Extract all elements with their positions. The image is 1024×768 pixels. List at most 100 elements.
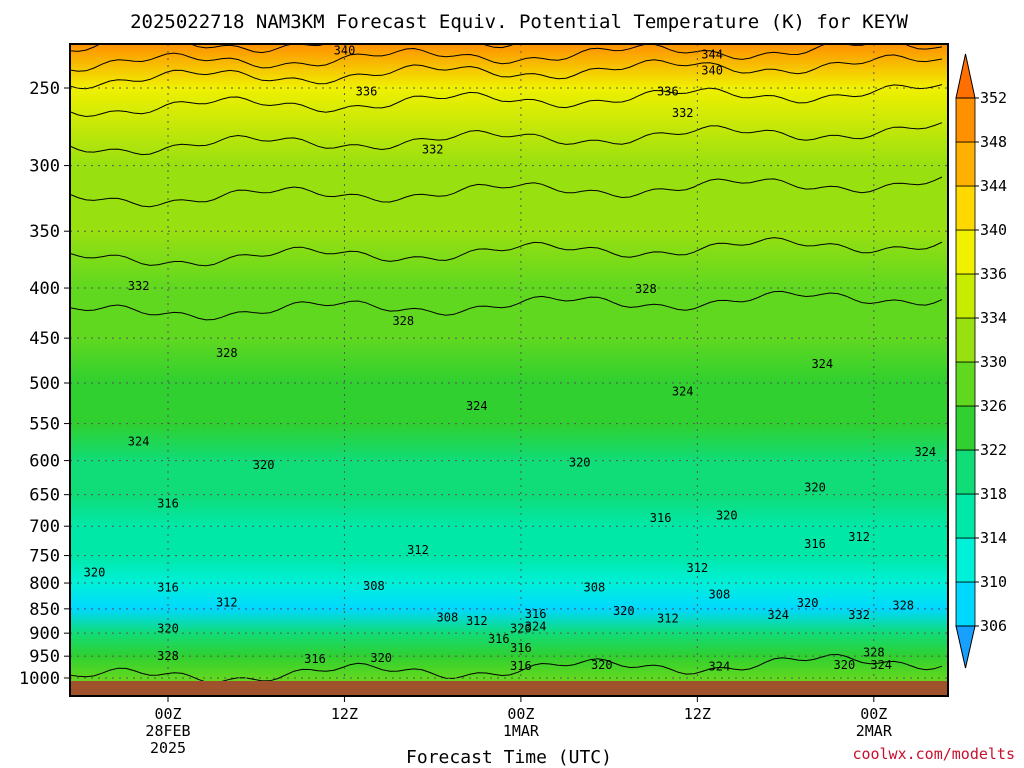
colorbar-label: 314 [980,529,1007,547]
contour-label: 320 [613,604,635,618]
x-tick-label: 2MAR [856,722,893,740]
plot-area: 3443403363323483443403363323323283283283… [70,44,948,696]
colorbar-label: 318 [980,485,1007,503]
y-tick-label: 350 [29,222,60,242]
contour-label: 308 [584,580,606,594]
contour-line-336 [70,84,943,118]
contour-label: 328 [216,346,238,360]
colorbar-label: 322 [980,441,1007,459]
contour-label: 308 [437,610,459,624]
y-tick-label: 250 [29,79,60,99]
contour-labels: 3443403363323483443403363323323283283283… [84,44,936,673]
x-tick-label: 00Z [860,705,887,723]
colorbar-bottom-arrow [955,625,976,669]
contour-label: 320 [797,596,819,610]
contour-label: 324 [525,620,547,634]
contour-line-338 [70,54,943,90]
x-tick-label: 12Z [684,705,711,723]
chart-title: 2025022718 NAM3KM Forecast Equiv. Potent… [130,11,908,33]
contour-label: 320 [834,658,856,672]
contour-line-328 [70,290,943,321]
contour-label: 320 [716,509,738,523]
credit-link[interactable]: coolwx.com/modelts [852,745,1015,763]
colorbar-segment [955,273,976,319]
colorbar-segment [955,493,976,539]
contour-label: 320 [370,651,392,665]
colorbar-label: 310 [980,573,1007,591]
colorbar-segment [955,97,976,143]
contour-label: 332 [422,143,444,157]
contour-label: 328 [392,314,414,328]
contour-label: 316 [157,580,179,594]
contour-label: 320 [157,621,179,635]
colorbar-label: 348 [980,133,1007,151]
contour-label: 324 [466,399,488,413]
contour-label: 324 [767,608,789,622]
contour-label: 328 [863,646,885,660]
contour-label: 324 [914,445,936,459]
colorbar-label: 352 [980,89,1007,107]
contour-label: 328 [892,598,914,612]
colorbar-label: 326 [980,397,1007,415]
colorbar-segment [955,361,976,407]
contour-label: 328 [157,649,179,663]
contour-label: 320 [510,621,532,635]
colorbar-top-arrow [955,53,976,99]
x-axis-label: Forecast Time (UTC) [406,747,612,768]
ground-surface [70,681,948,696]
y-tick-label: 850 [29,600,60,620]
contour-line-334 [70,122,943,156]
y-tick-label: 300 [29,157,60,177]
contour-line-330 [70,237,943,267]
contour-label: 324 [672,384,694,398]
colorbar-segment [955,537,976,583]
colorbar: 306 310 314 318 322 326 330 334 336 340 344 348 352 [955,53,1007,669]
contour-label: 316 [157,497,179,511]
colorbar-segment [955,405,976,451]
x-tick-label: 12Z [331,705,358,723]
x-tick-label: 00Z [507,705,534,723]
contour-label: 316 [488,632,510,646]
contour-label: 332 [128,279,150,293]
contour-label: 316 [525,607,547,621]
contour-label: 324 [128,435,150,449]
contour-label: 320 [84,565,106,579]
contour-line-340 [70,44,943,72]
contour-label: 332 [672,106,694,120]
y-tick-label: 600 [29,452,60,472]
contour-label: 340 [334,44,356,58]
y-tick-label: 1000 [19,669,60,689]
colorbar-label: 330 [980,353,1007,371]
contour-label: 312 [687,561,709,575]
colorbar-segment [955,229,976,275]
y-tick-label: 750 [29,547,60,567]
contour-label: 316 [304,652,326,666]
contour-label: 320 [804,480,826,494]
contour-label: 312 [657,612,679,626]
contour-line-342 [70,44,516,54]
x-tick-label: 2025 [150,739,186,757]
colorbar-label: 344 [980,177,1007,195]
y-tick-label: 950 [29,647,60,667]
contour-label: 344 [701,47,723,61]
contour-label: 324 [870,658,892,672]
colorbar-segment [955,185,976,231]
y-tick-label: 450 [29,329,60,349]
contour-label: 320 [569,456,591,470]
contour-label: 320 [253,458,275,472]
contour-label: 324 [709,659,731,673]
contour-label: 336 [356,84,378,98]
y-tick-label: 500 [29,374,60,394]
contour-label: 336 [657,84,679,98]
y-tick-label: 400 [29,279,60,299]
contour-label: 320 [591,658,613,672]
colorbar-label: 336 [980,265,1007,283]
contour-label: 316 [510,659,532,673]
contour-label: 316 [650,511,672,525]
y-tick-label: 700 [29,517,60,537]
colorbar-segment [955,141,976,187]
colorbar-label: 306 [980,617,1007,635]
colorbar-label: 334 [980,309,1007,327]
